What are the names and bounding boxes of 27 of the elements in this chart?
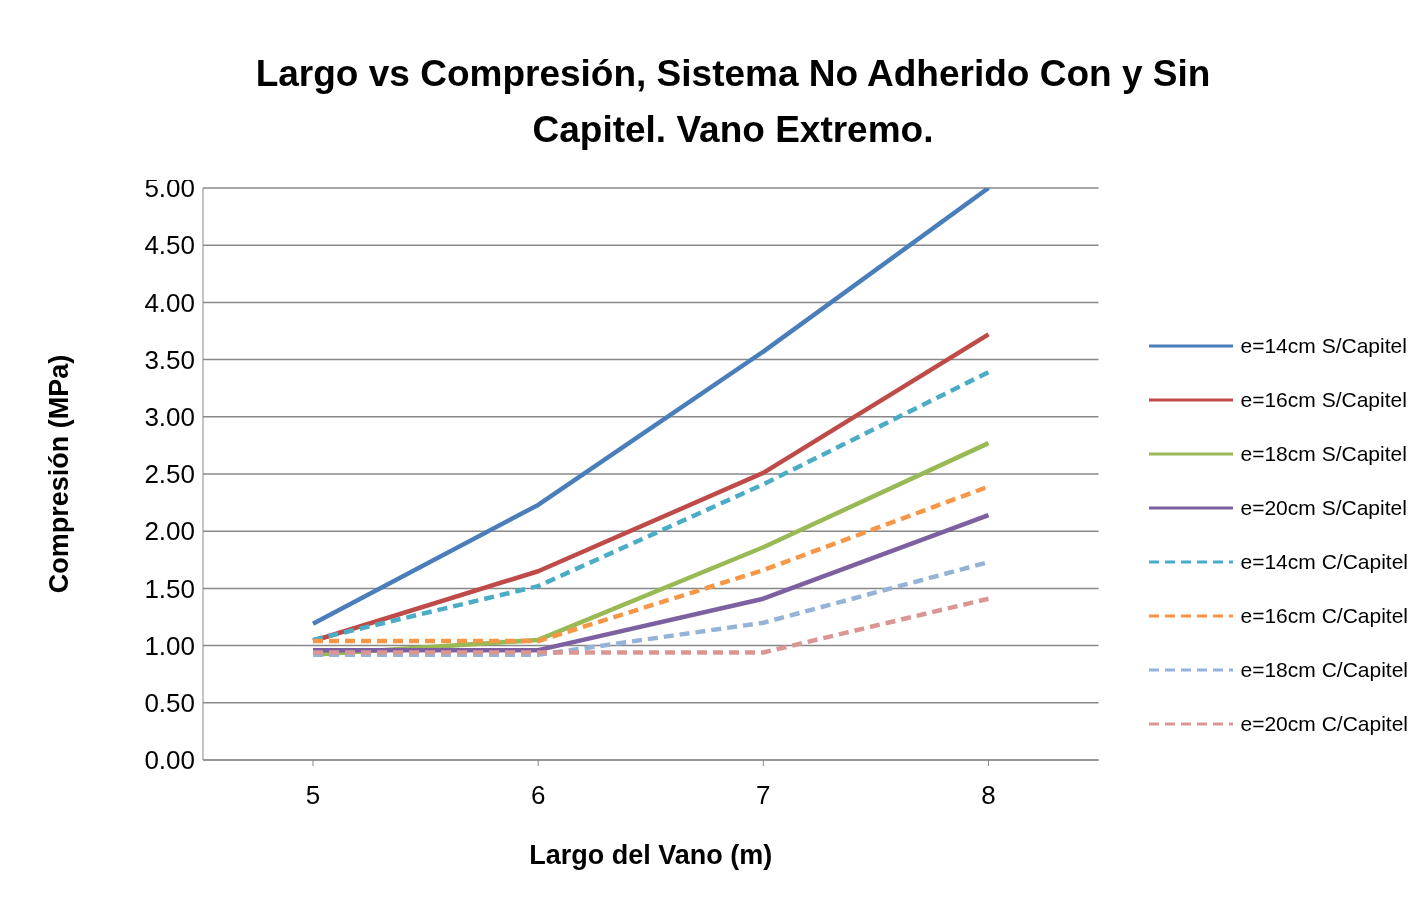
chart-title: Largo vs Compresión, Sistema No Adherido Con y Sin Capitel. Vano Extremo. xyxy=(254,52,1212,152)
y-tick-label: 1.50 xyxy=(144,573,195,604)
y-tick-label: 4.00 xyxy=(144,287,195,318)
x-axis-title: Largo del Vano (m) xyxy=(529,840,773,870)
line-series xyxy=(310,188,991,627)
y-tick-label: 5.00 xyxy=(144,173,195,204)
y-tick-label: 1.00 xyxy=(144,630,195,661)
legend-label: e=14cm S/Capitel xyxy=(1240,334,1407,358)
legend-label: e=20cm S/Capitel xyxy=(1240,496,1407,520)
legend-label: e=16cm C/Capitel xyxy=(1240,604,1408,628)
y-tick-label: 0.50 xyxy=(144,688,195,719)
x-tick-label: 8 xyxy=(981,780,996,811)
legend-label: e=18cm C/Capitel xyxy=(1240,658,1408,682)
y-axis-title: Compresión (MPa) xyxy=(43,354,74,594)
y-tick-label: 2.00 xyxy=(144,516,195,547)
x-tick-label: 6 xyxy=(530,780,546,811)
y-tick-label: 4.50 xyxy=(144,230,195,261)
x-tick-label: 7 xyxy=(756,780,771,811)
x-tick-label: 5 xyxy=(305,780,321,811)
y-tick-label: 2.50 xyxy=(144,459,195,490)
y-tick-label: 3.00 xyxy=(144,402,195,433)
legend-label: e=18cm S/Capitel xyxy=(1240,442,1407,466)
legend-label: e=14cm C/Capitel xyxy=(1240,550,1408,574)
legend-label: e=20cm C/Capitel xyxy=(1240,712,1408,736)
legend-label: e=16cm S/Capitel xyxy=(1240,388,1407,412)
y-tick-label: 0.00 xyxy=(144,745,195,776)
y-tick-label: 3.50 xyxy=(144,344,195,375)
